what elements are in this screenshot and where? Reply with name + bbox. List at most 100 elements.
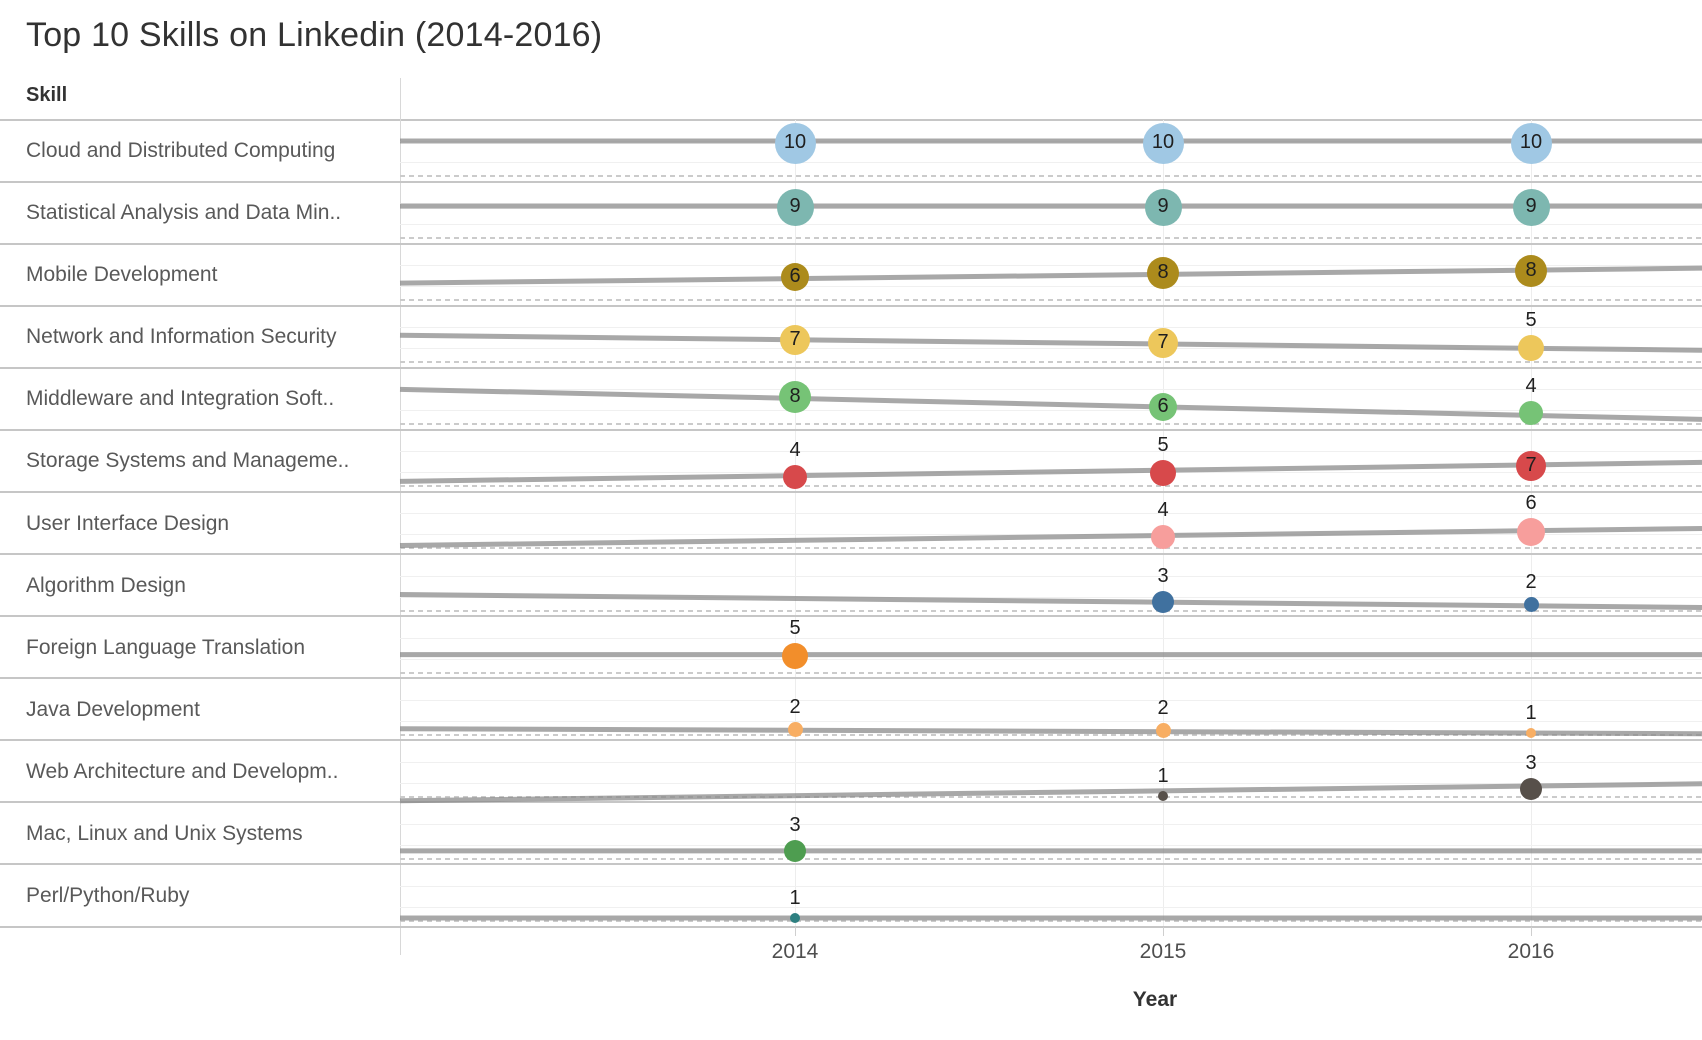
x-axis-tick (1163, 927, 1164, 937)
trend-line (399, 265, 1702, 286)
row-dashed-line (400, 671, 1702, 674)
row-gridline (400, 637, 1702, 639)
skill-row-label[interactable]: User Interface Design (26, 511, 230, 535)
axis-left-border (400, 78, 401, 955)
row-gridline (400, 410, 1702, 412)
x-axis-tick (1531, 927, 1532, 937)
skill-row-label[interactable]: Cloud and Distributed Computing (26, 139, 336, 163)
row-gridline (400, 265, 1702, 267)
rank-bubble[interactable] (1515, 255, 1547, 288)
grid-top-border (0, 119, 1702, 121)
skill-row-label[interactable]: Foreign Language Translation (26, 635, 306, 659)
row-dashed-line (400, 795, 1702, 798)
rank-label: 5 (1525, 309, 1537, 332)
rank-label: 7 (789, 328, 801, 351)
skill-row-label[interactable]: Mobile Development (26, 263, 218, 287)
rank-label: 1 (1525, 701, 1537, 724)
rank-bubble[interactable] (1142, 122, 1184, 164)
rank-label: 6 (789, 265, 801, 288)
x-axis-tick (795, 927, 796, 937)
rank-label: 3 (789, 813, 801, 836)
skill-row-label[interactable]: Network and Information Security (26, 325, 337, 349)
rank-bubble[interactable] (1510, 122, 1552, 164)
skill-column-header: Skill (26, 84, 68, 106)
year-column-gridline (795, 120, 796, 928)
rank-bubble[interactable] (1150, 460, 1176, 487)
rank-bubble[interactable] (1523, 597, 1539, 613)
row-gridline (400, 224, 1702, 226)
rank-bubble[interactable] (787, 722, 803, 738)
rank-bubble[interactable] (780, 325, 810, 356)
rank-label: 8 (1157, 261, 1169, 284)
row-gridline (400, 162, 1702, 163)
rank-bubble[interactable] (1518, 335, 1544, 362)
rank-bubble[interactable] (784, 839, 806, 862)
row-dashed-line (400, 237, 1702, 240)
row-gridline (400, 844, 1702, 846)
skill-row-label[interactable]: Web Architecture and Developm.. (26, 759, 339, 783)
trend-line (399, 386, 1702, 422)
skill-row-label[interactable]: Perl/Python/Ruby (26, 883, 190, 907)
rank-bubble[interactable] (783, 465, 807, 490)
row-dashed-line (400, 299, 1702, 302)
rank-bubble[interactable] (1520, 777, 1542, 800)
row-separator (0, 553, 1702, 556)
trend-line (399, 726, 1702, 737)
rank-label: 3 (1525, 751, 1537, 774)
rank-bubble[interactable] (1152, 590, 1174, 613)
skill-row-label[interactable]: Storage Systems and Manageme.. (26, 449, 350, 473)
row-separator (0, 180, 1702, 183)
rank-bubble[interactable] (776, 188, 814, 226)
row-gridline (400, 327, 1702, 329)
rank-bubble[interactable] (790, 912, 800, 923)
rank-bubble[interactable] (1148, 328, 1178, 359)
rank-label: 8 (1525, 259, 1537, 282)
row-gridline (400, 451, 1702, 453)
skill-row-label[interactable]: Statistical Analysis and Data Min.. (26, 201, 342, 225)
rank-bubble[interactable] (1149, 393, 1177, 422)
rank-label: 7 (1157, 331, 1169, 354)
rank-bubble[interactable] (1158, 790, 1168, 801)
rank-label: 1 (789, 886, 801, 909)
rank-bubble[interactable] (782, 642, 808, 669)
rank-bubble[interactable] (781, 263, 809, 292)
skill-row-label[interactable]: Algorithm Design (26, 573, 186, 597)
rank-bubble[interactable] (1516, 451, 1546, 482)
trend-line (399, 332, 1702, 353)
row-gridline (400, 596, 1702, 598)
row-separator (0, 925, 1702, 928)
rank-bubble[interactable] (1147, 257, 1179, 290)
rank-bubble[interactable] (1519, 401, 1543, 426)
rank-label: 3 (1157, 564, 1169, 587)
row-dashed-line (400, 857, 1702, 860)
row-dashed-line (400, 733, 1702, 736)
row-separator (0, 366, 1702, 369)
row-dashed-line (400, 361, 1702, 364)
rank-bubble[interactable] (774, 122, 816, 164)
row-separator (0, 304, 1702, 307)
row-gridline (400, 389, 1702, 391)
skill-row-label[interactable]: Middleware and Integration Soft.. (26, 387, 335, 411)
row-gridline (400, 782, 1702, 784)
rank-label: 6 (1157, 395, 1169, 418)
skill-row-label[interactable]: Java Development (26, 697, 200, 721)
skill-row-label[interactable]: Mac, Linux and Unix Systems (26, 821, 303, 845)
rank-label: 10 (1151, 131, 1175, 153)
rank-bubble[interactable] (1517, 518, 1545, 547)
rank-bubble[interactable] (779, 381, 811, 414)
rank-bubble[interactable] (1512, 188, 1550, 226)
row-gridline (400, 513, 1702, 515)
row-gridline (400, 906, 1702, 908)
rank-bubble[interactable] (1151, 525, 1175, 550)
rank-label: 2 (789, 696, 801, 719)
rank-bubble[interactable] (1155, 723, 1171, 739)
row-gridline (400, 699, 1702, 701)
rank-label: 5 (1157, 434, 1169, 457)
rank-bubble[interactable] (1144, 188, 1182, 226)
trend-lines (399, 138, 1702, 921)
row-gridline (400, 203, 1702, 205)
rank-label: 9 (1525, 195, 1537, 218)
rank-bubble[interactable] (1526, 727, 1536, 738)
row-gridline (400, 823, 1702, 825)
